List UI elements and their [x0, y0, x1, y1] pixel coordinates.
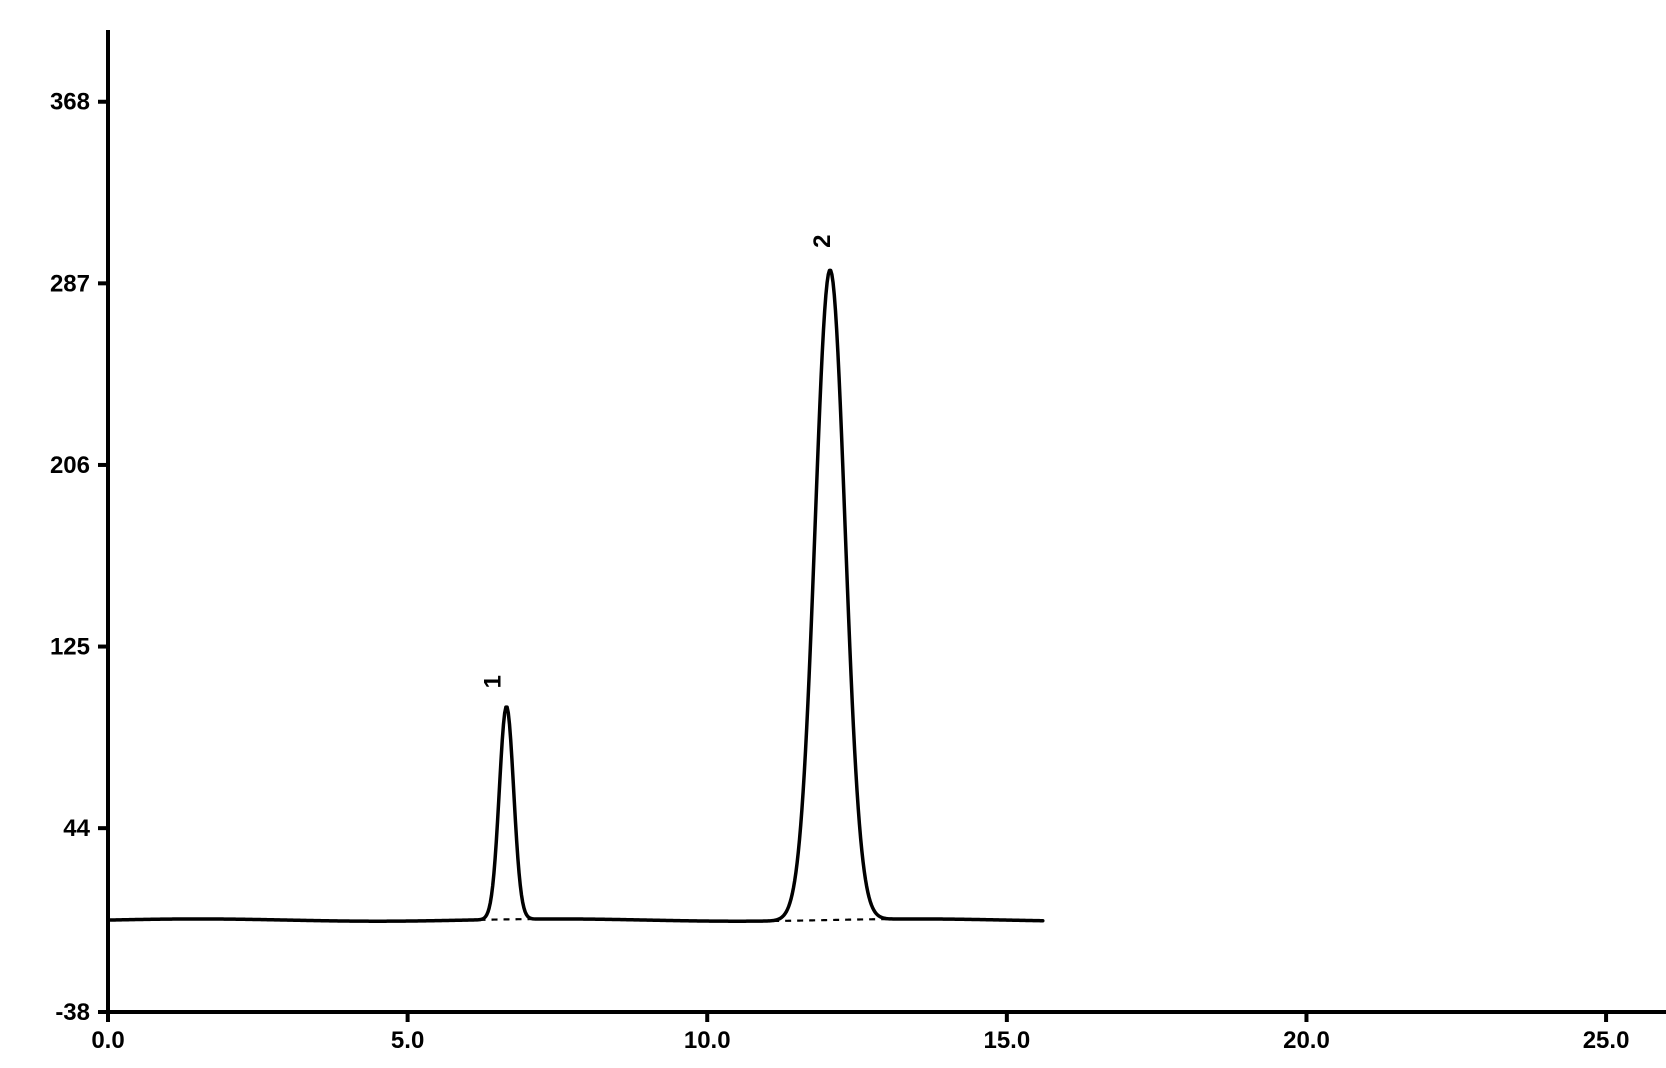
y-tick-label: 368: [50, 89, 90, 116]
x-tick-label: 20.0: [1283, 1027, 1330, 1054]
x-tick-label: 0.0: [91, 1027, 124, 1054]
y-tick-label: 44: [63, 815, 90, 842]
y-tick-label: 206: [50, 452, 90, 479]
x-tick-label: 5.0: [391, 1027, 424, 1054]
y-tick-label: 287: [50, 270, 90, 297]
peak-label-group: 1: [479, 675, 506, 688]
chromatogram-chart: 0.0 5.0 10.0 15.0 20.0 25.0 -38 44 125 206 287 368 1…: [0, 0, 1666, 1068]
peak-baseline-dash: [761, 919, 917, 921]
x-tick-label: 10.0: [684, 1027, 731, 1054]
y-tick-label: -38: [55, 999, 90, 1026]
y-tick-label: 125: [50, 634, 90, 661]
x-tick-label: 25.0: [1583, 1027, 1630, 1054]
peak-label: 1: [479, 675, 506, 688]
peak-label-group: 2: [809, 234, 836, 247]
chart-svg: 0.0 5.0 10.0 15.0 20.0 25.0 -38 44 125 206 287 368 1…: [0, 0, 1666, 1068]
x-tick-label: 15.0: [983, 1027, 1030, 1054]
peak-label: 2: [809, 234, 836, 247]
trace-line: [108, 270, 1043, 921]
